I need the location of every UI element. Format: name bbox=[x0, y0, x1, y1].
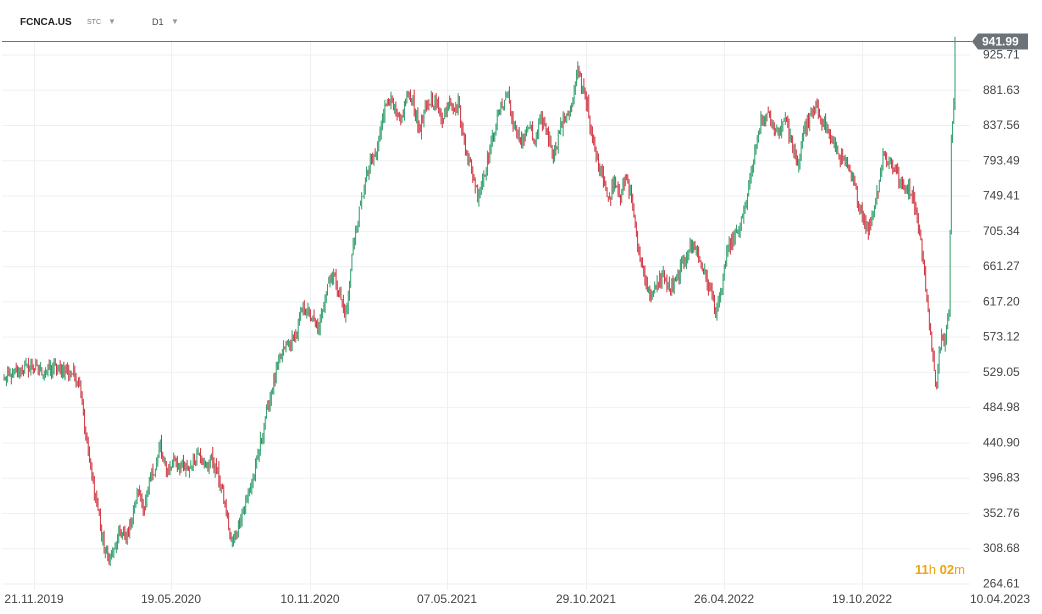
x-tick-label: 19.05.2020 bbox=[141, 592, 201, 606]
y-tick-label: 484.98 bbox=[983, 400, 1020, 414]
y-tick-label: 793.49 bbox=[983, 153, 1020, 167]
y-tick-label: 440.90 bbox=[983, 435, 1020, 449]
timeframe-selector[interactable]: D1 bbox=[152, 17, 164, 27]
chart-grid bbox=[2, 42, 970, 590]
current-price-value: 941.99 bbox=[982, 34, 1019, 48]
x-tick-label: 07.05.2021 bbox=[417, 592, 477, 606]
timeframe-dropdown-caret-icon[interactable]: ▼ bbox=[171, 17, 179, 26]
instrument-type-label: STC bbox=[87, 19, 101, 26]
countdown-minutes-unit: m bbox=[954, 562, 965, 577]
x-tick-label: 29.10.2021 bbox=[556, 592, 616, 606]
symbol-dropdown-caret-icon[interactable]: ▼ bbox=[108, 17, 116, 26]
countdown-hours-unit: h bbox=[928, 562, 936, 577]
countdown-minutes: 02 bbox=[939, 562, 955, 577]
x-tick-label: 19.10.2022 bbox=[832, 592, 892, 606]
x-tick-label: 10.04.2023 bbox=[970, 592, 1030, 606]
current-price-tag: 941.99 bbox=[972, 33, 1028, 50]
y-tick-label: 705.34 bbox=[983, 224, 1020, 238]
y-tick-label: 308.68 bbox=[983, 541, 1020, 555]
x-axis: 21.11.2019 19.05.2020 10.11.2020 07.05.2021… bbox=[4, 592, 1030, 606]
x-tick-label: 10.11.2020 bbox=[280, 592, 339, 606]
chart-header: FCNCA.US STC ▼ D1 ▼ bbox=[0, 0, 1042, 42]
x-tick-label: 21.11.2019 bbox=[4, 592, 63, 606]
y-tick-label: 881.63 bbox=[983, 83, 1020, 97]
candle-countdown: 11h 02m bbox=[915, 562, 965, 577]
y-tick-label: 352.76 bbox=[983, 506, 1020, 520]
y-tick-label: 661.27 bbox=[983, 259, 1020, 273]
y-tick-label: 573.12 bbox=[983, 330, 1020, 344]
current-price-tag-box bbox=[972, 33, 1028, 50]
y-tick-label: 396.83 bbox=[983, 471, 1020, 485]
y-tick-label: 617.20 bbox=[983, 294, 1020, 308]
y-tick-label: 264.61 bbox=[983, 577, 1020, 591]
y-axis: 925.71 881.63 837.56 793.49 749.41 705.34 661.… bbox=[983, 48, 1020, 591]
y-tick-label: 749.41 bbox=[983, 189, 1020, 203]
candles-group bbox=[3, 36, 956, 567]
y-tick-label: 837.56 bbox=[983, 118, 1020, 132]
x-tick-label: 26.04.2022 bbox=[694, 592, 754, 606]
symbol-label[interactable]: FCNCA.US bbox=[20, 17, 72, 28]
countdown-hours: 11 bbox=[915, 562, 929, 577]
y-tick-label: 925.71 bbox=[983, 48, 1020, 62]
y-tick-label: 529.05 bbox=[983, 365, 1020, 379]
